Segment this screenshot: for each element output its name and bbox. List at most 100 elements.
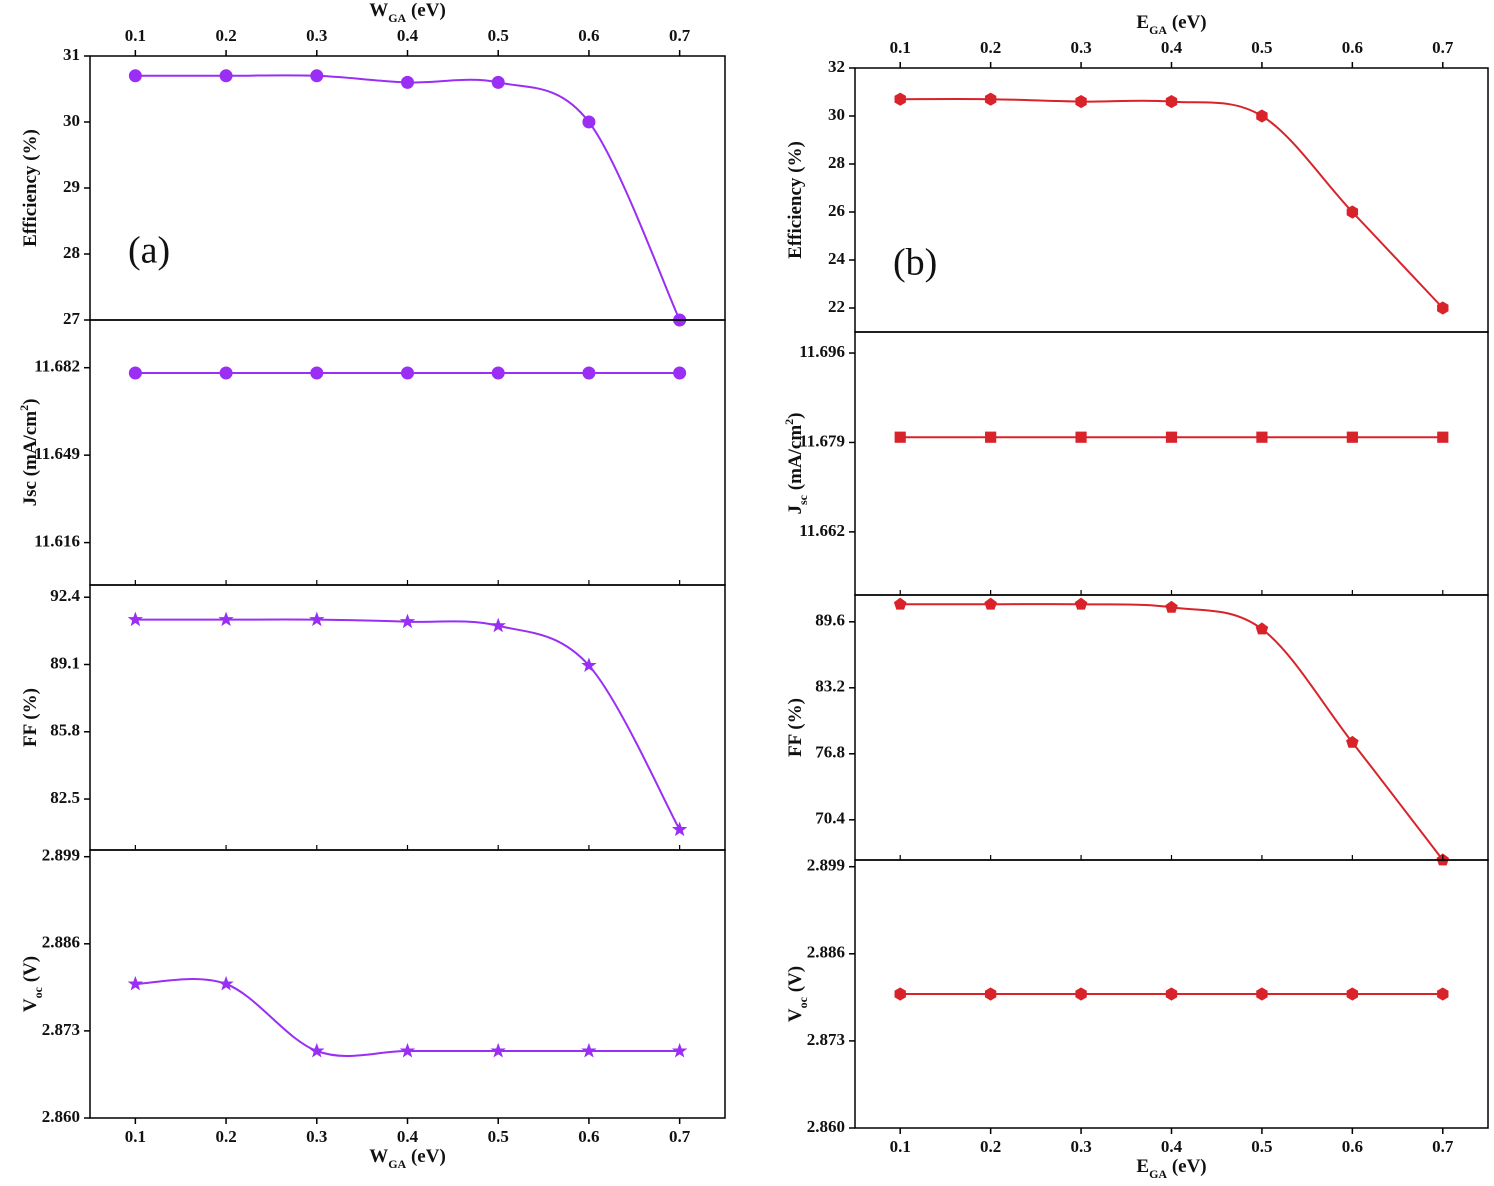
y-tick-label: 11.682 bbox=[34, 357, 80, 376]
point bbox=[490, 617, 506, 633]
y-tick-label: 32 bbox=[828, 57, 845, 76]
y-tick-label: 70.4 bbox=[815, 809, 845, 828]
point bbox=[490, 1042, 506, 1058]
x-axis-label-part: (eV) bbox=[1167, 1156, 1207, 1177]
x-axis-label-top-part: E bbox=[1136, 12, 1149, 33]
point bbox=[893, 597, 907, 610]
y-tick-label: 11.696 bbox=[799, 342, 845, 361]
point bbox=[128, 366, 142, 380]
point bbox=[984, 597, 997, 610]
y-axis-label: Efficiency (%) bbox=[785, 141, 806, 259]
x-tick-label: 0.6 bbox=[1342, 38, 1363, 57]
point bbox=[127, 975, 144, 991]
y-tick-label: 83.2 bbox=[815, 677, 845, 696]
markers bbox=[128, 366, 687, 380]
x-tick-label: 0.3 bbox=[306, 26, 327, 45]
y-axis-label-part: V bbox=[20, 998, 41, 1012]
x-tick-label: 0.7 bbox=[669, 26, 691, 45]
x-axis-label-top-part: GA bbox=[388, 11, 406, 25]
x-tick-label: 0.5 bbox=[1251, 1137, 1272, 1156]
y-tick-label: 26 bbox=[828, 201, 845, 220]
point bbox=[1074, 597, 1088, 610]
y-tick-label: 11.679 bbox=[799, 431, 845, 450]
point bbox=[1256, 109, 1268, 123]
y-axis-label: Voc (V) bbox=[20, 956, 44, 1012]
x-tick-label: 0.2 bbox=[215, 26, 236, 45]
y-axis-label-part: (mA/cm bbox=[785, 425, 806, 495]
point bbox=[401, 366, 414, 380]
point bbox=[984, 92, 997, 106]
point bbox=[309, 611, 325, 627]
y-tick-label: 2.899 bbox=[42, 846, 80, 865]
x-tick-label: 0.4 bbox=[1161, 38, 1183, 57]
point bbox=[1256, 987, 1268, 1001]
y-tick-label: 89.6 bbox=[815, 611, 845, 630]
point bbox=[1165, 95, 1178, 109]
x-tick-label: 0.5 bbox=[1251, 38, 1272, 57]
x-tick-label: 0.7 bbox=[1432, 38, 1454, 57]
x-tick-label: 0.4 bbox=[397, 26, 419, 45]
x-axis-label-top: EGA (eV) bbox=[1136, 12, 1206, 36]
series bbox=[900, 603, 1444, 860]
point bbox=[1256, 431, 1268, 443]
plot-frame bbox=[89, 55, 726, 321]
point bbox=[582, 115, 596, 129]
point bbox=[401, 75, 414, 89]
x-tick-label: 0.1 bbox=[125, 26, 146, 45]
point bbox=[985, 431, 997, 443]
y-tick-label: 2.886 bbox=[807, 943, 845, 962]
x-tick-label: 0.2 bbox=[215, 1127, 236, 1146]
markers bbox=[127, 975, 688, 1058]
plot-frame bbox=[854, 594, 1489, 861]
x-axis-label-part: W bbox=[369, 1146, 388, 1167]
point bbox=[1165, 431, 1178, 443]
point bbox=[1346, 431, 1358, 443]
y-tick-label: 31 bbox=[63, 45, 80, 64]
y-axis-label-part: FF (%) bbox=[20, 688, 41, 747]
point bbox=[894, 431, 906, 443]
y-tick-label: 27 bbox=[63, 309, 81, 328]
y-tick-label: 11.616 bbox=[34, 532, 80, 551]
y-tick-label: 29 bbox=[63, 177, 80, 196]
y-axis-label-part: 2 bbox=[782, 419, 796, 425]
x-axis-label-part: GA bbox=[1149, 1167, 1167, 1181]
point bbox=[1165, 600, 1178, 613]
markers bbox=[893, 597, 1450, 866]
y-tick-label: 28 bbox=[828, 153, 845, 172]
y-tick-label: 92.4 bbox=[50, 586, 80, 605]
y-tick-label: 89.1 bbox=[50, 653, 80, 672]
y-tick-label: 82.5 bbox=[50, 788, 80, 807]
y-axis-label-part: V bbox=[785, 1008, 806, 1022]
point bbox=[399, 1042, 416, 1058]
series bbox=[135, 74, 681, 320]
point bbox=[127, 611, 144, 627]
point bbox=[673, 366, 687, 380]
y-tick-label: 11.649 bbox=[34, 444, 80, 463]
x-tick-label: 0.6 bbox=[578, 1127, 599, 1146]
y-tick-label: 2.860 bbox=[42, 1107, 80, 1126]
y-axis-label-part: sc bbox=[796, 494, 810, 505]
x-tick-label: 0.4 bbox=[1161, 1137, 1183, 1156]
point bbox=[581, 1042, 597, 1058]
y-axis-label-part: ) bbox=[785, 413, 806, 419]
point bbox=[581, 657, 597, 673]
point bbox=[1255, 622, 1269, 635]
point bbox=[1165, 987, 1178, 1001]
markers bbox=[127, 611, 688, 837]
markers bbox=[128, 69, 687, 327]
x-tick-label: 0.3 bbox=[1070, 1137, 1091, 1156]
point bbox=[894, 987, 906, 1001]
point bbox=[219, 366, 233, 380]
point bbox=[984, 987, 997, 1001]
y-axis-label: Jsc (mA/cm2) bbox=[782, 413, 810, 515]
point bbox=[1346, 205, 1359, 219]
x-tick-label: 0.2 bbox=[980, 1137, 1001, 1156]
y-axis-label-part: (V) bbox=[20, 956, 41, 987]
x-tick-label: 0.3 bbox=[1070, 38, 1091, 57]
markers bbox=[894, 92, 1449, 315]
y-tick-label: 30 bbox=[63, 111, 80, 130]
y-tick-label: 2.886 bbox=[42, 933, 80, 952]
point bbox=[218, 611, 234, 627]
point bbox=[1075, 431, 1087, 443]
